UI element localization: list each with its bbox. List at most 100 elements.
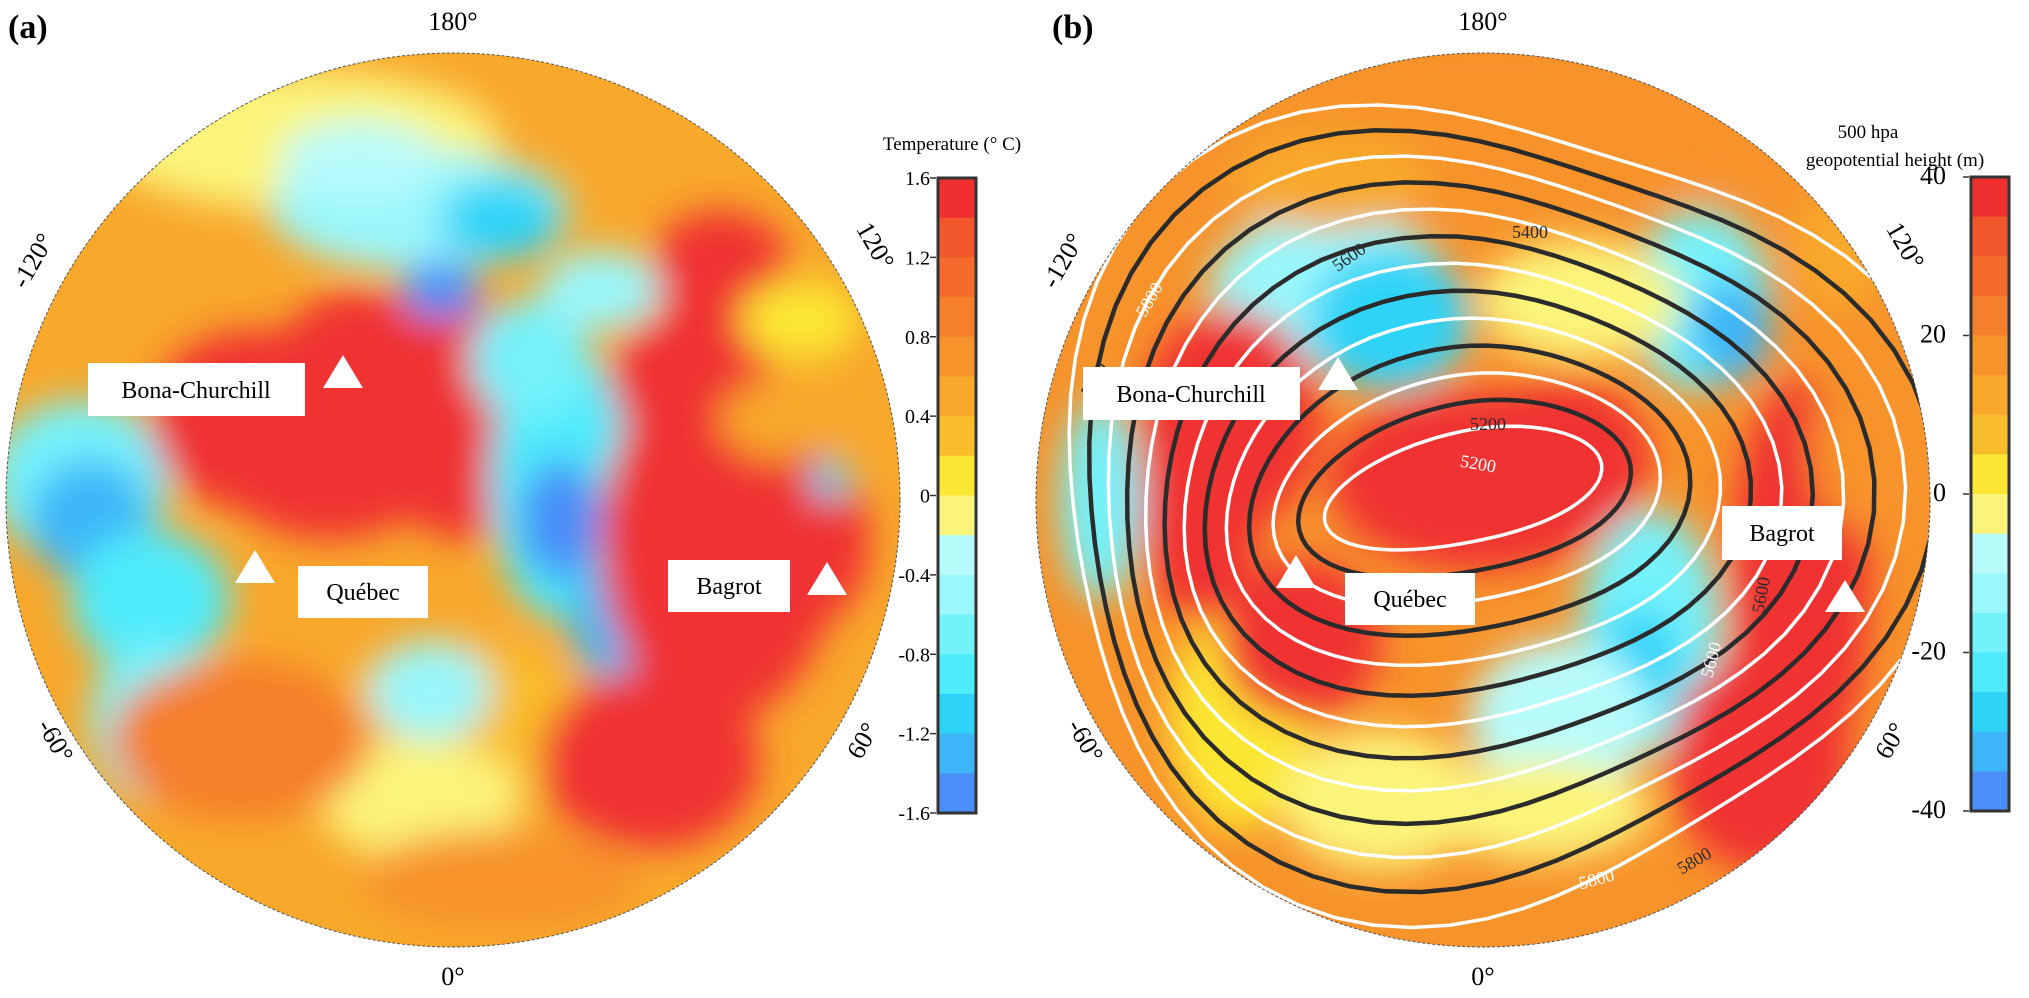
contour-line-white <box>1106 154 1908 860</box>
field-blob <box>520 460 600 580</box>
panel-a-label: (a) <box>8 9 48 46</box>
field-blob <box>1310 250 1470 390</box>
site-triangle-icon <box>323 355 363 388</box>
site-label: Bona-Churchill <box>1116 382 1266 408</box>
colorbar-bin <box>1971 375 2009 416</box>
field-blob <box>1430 760 1650 860</box>
field-blob <box>440 180 560 260</box>
contour-line-black <box>1246 343 1693 639</box>
contour-line-black <box>1162 233 1816 761</box>
colorbar-bin <box>1971 692 2009 733</box>
colorbar-tick-label: -40 <box>1911 795 1946 824</box>
field-blob <box>360 830 640 930</box>
colorbar-tick-label: -0.8 <box>898 644 930 666</box>
colorbar-bin <box>938 376 976 417</box>
colorbar-bin <box>938 217 976 258</box>
site-label: Québec <box>1373 587 1446 613</box>
colorbar-bin <box>938 733 976 774</box>
contour-line-black <box>1087 128 1930 895</box>
geopotential-height-map <box>1036 53 1930 947</box>
colorbar-bin <box>1971 295 2009 336</box>
colorbar-bin <box>1971 771 2009 812</box>
colorbar-bin <box>938 535 976 576</box>
lon-label-top: 180° <box>428 7 477 36</box>
colorbar-bin <box>1971 533 2009 574</box>
colorbar-tick-label: -1.6 <box>898 803 930 825</box>
site-label: Québec <box>326 580 399 606</box>
field-blob <box>290 290 430 390</box>
site-triangle-icon <box>1276 555 1316 588</box>
colorbar-bin <box>1971 494 2009 535</box>
lon-label-lower-right: 60° <box>841 718 884 764</box>
contour-line-white <box>1224 316 1723 668</box>
site-bagrot-a: Bagrot <box>668 560 847 612</box>
colorbar-bin <box>938 495 976 536</box>
colorbar-b: 500 hpa geopotential height (m) 40 20 0 -20… <box>1806 122 2011 824</box>
colorbar-tick-label: 0 <box>1933 478 1946 507</box>
colorbar-tick-label: 1.2 <box>905 247 930 269</box>
site-quebec-b: Québec <box>1276 555 1475 625</box>
lon-label-bottom: 0° <box>1471 962 1494 991</box>
colorbar-bin <box>938 693 976 735</box>
colorbar-bin <box>938 574 976 616</box>
contour-line-black <box>1202 288 1754 699</box>
colorbar-bin <box>938 257 976 298</box>
colorbar-bin <box>938 336 976 377</box>
colorbar-bin <box>938 773 976 814</box>
site-bagrot-b: Bagrot <box>1722 506 1865 612</box>
lon-label-upper-right: 120° <box>1880 217 1930 274</box>
lon-label-upper-left: -120° <box>1036 228 1090 293</box>
colorbar-bin <box>1971 414 2009 455</box>
colorbar-bin <box>1971 652 2009 693</box>
site-triangle-icon <box>235 550 275 583</box>
field-blob <box>280 120 440 200</box>
colorbar-bin <box>1971 216 2009 257</box>
lon-label-lower-right: 60° <box>1869 718 1912 764</box>
site-triangle-icon <box>1825 580 1865 612</box>
colorbar-bin <box>1971 573 2009 614</box>
field-blob <box>1220 560 1380 720</box>
contour-line-white <box>1182 261 1784 729</box>
field-blob <box>370 640 490 740</box>
field-blob <box>540 250 660 330</box>
colorbar-frame <box>936 176 978 815</box>
colorbar-tick-label: 40 <box>1920 161 1946 190</box>
colorbar-bin <box>938 178 976 219</box>
field-blob <box>740 280 860 360</box>
site-bona-churchill-a: Bona-Churchill <box>88 355 363 416</box>
contour-line-black <box>1124 180 1877 827</box>
colorbar-bin <box>938 654 976 695</box>
panel-b: (b) 5200 5200 5400 5600 5800 5800 5600 5… <box>1035 7 2011 991</box>
colorbar-bin <box>1971 731 2009 772</box>
field-blob <box>110 660 370 820</box>
site-label: Bona-Churchill <box>121 378 271 404</box>
site-quebec-a: Québec <box>235 550 428 618</box>
site-label: Bagrot <box>696 574 762 600</box>
contour-line-white <box>1271 371 1663 609</box>
panel-a: (a) 180° 0° -120° 120° -60° 60° Bona-Chu… <box>5 7 1021 991</box>
contour-label: 5200 <box>1470 414 1506 434</box>
site-triangle-icon <box>807 562 847 595</box>
colorbar-tick-label: -1.2 <box>898 724 930 746</box>
field-blob <box>1810 370 1910 530</box>
field-blob <box>70 530 230 670</box>
colorbar-bin <box>1971 256 2009 297</box>
colorbar-bin <box>938 614 976 655</box>
colorbar-bin <box>1971 454 2009 495</box>
field-blob <box>540 670 760 850</box>
field-blob <box>770 460 870 620</box>
colorbar-bin <box>1971 177 2009 218</box>
colorbar-b-title-line2: geopotential height (m) <box>1806 150 1984 171</box>
colorbar-tick-label: 0.8 <box>905 327 930 349</box>
panel-b-label: (b) <box>1052 9 1094 46</box>
colorbar-tick-label: -0.4 <box>898 565 930 587</box>
field-blob <box>1280 730 1480 870</box>
field-blob <box>1480 240 1680 360</box>
lon-label-upper-left: -120° <box>6 228 60 293</box>
map-a-border <box>5 52 901 948</box>
colorbar-tick-label: 1.6 <box>905 168 930 190</box>
lon-label-bottom: 0° <box>441 962 464 991</box>
colorbar-bin <box>1971 335 2009 376</box>
site-triangle-icon <box>1318 357 1358 390</box>
